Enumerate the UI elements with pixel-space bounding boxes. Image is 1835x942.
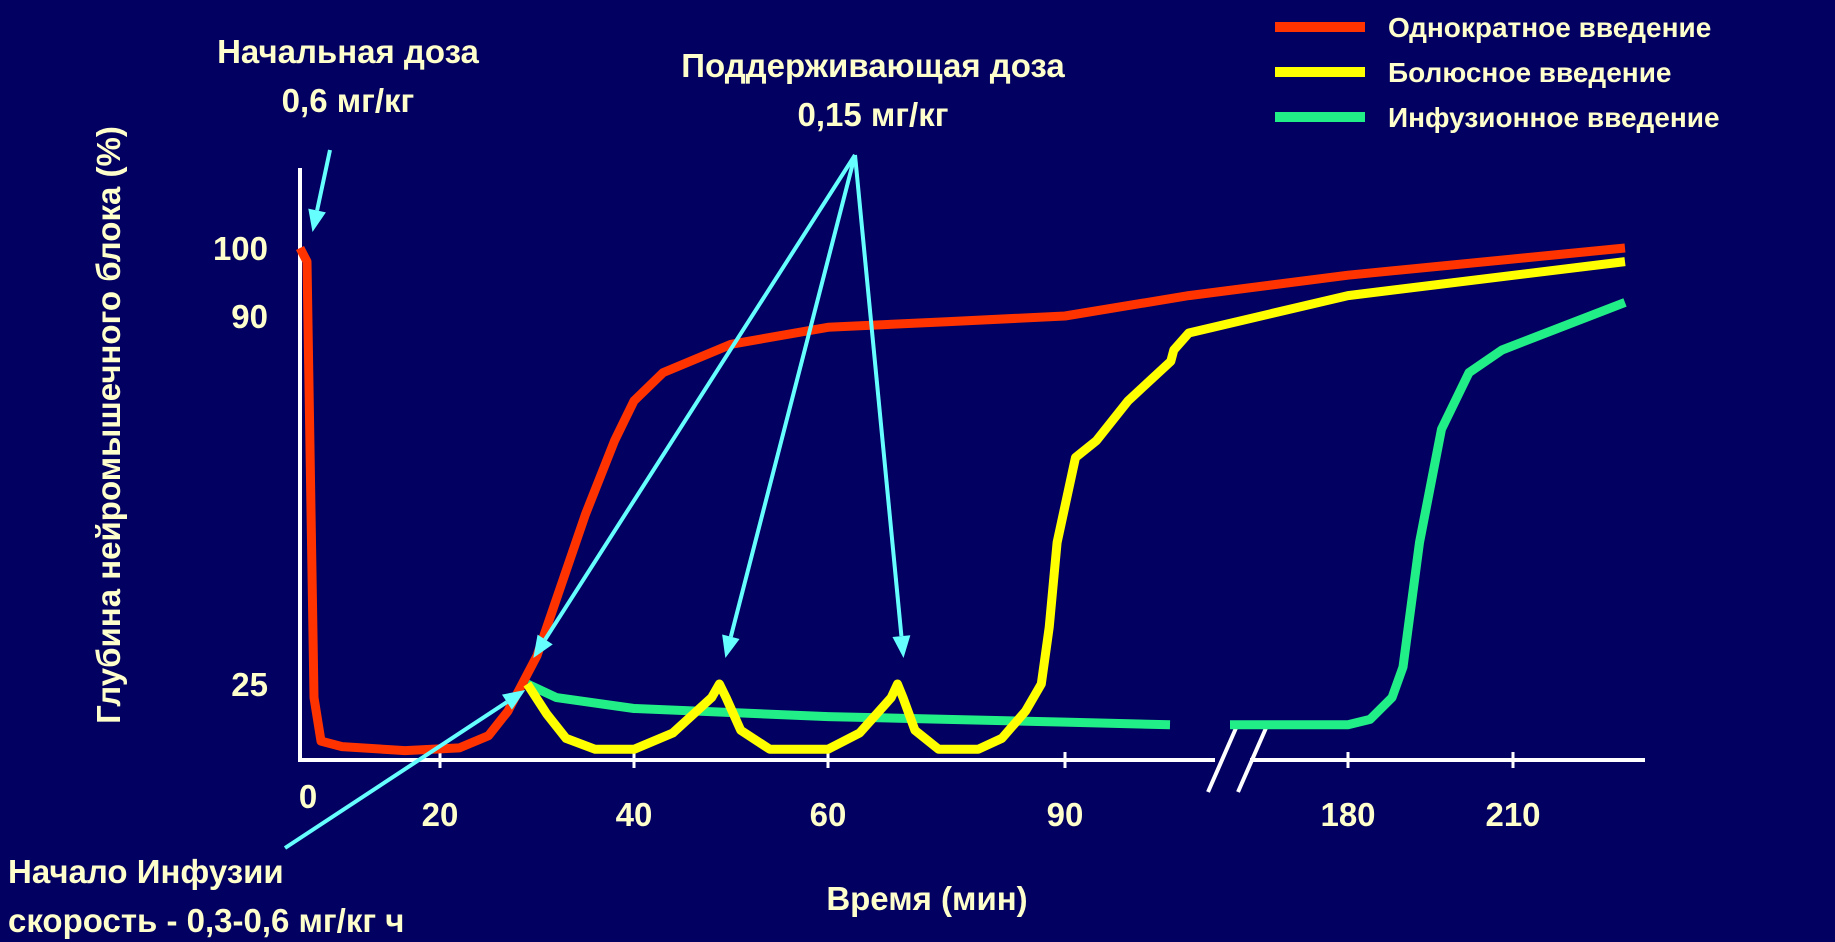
- legend-label-single: Однократное введение: [1388, 12, 1711, 43]
- arrow-maintenance-dose-3: [853, 154, 911, 658]
- y-tick-label: 90: [231, 298, 268, 335]
- series-line-single: [295, 243, 1626, 756]
- arrow-initial-dose: [308, 149, 332, 232]
- x-tick-label: 20: [422, 796, 459, 833]
- x-tick-label: 90: [1047, 796, 1084, 833]
- series-line-infusion-segment-1: [525, 679, 1171, 730]
- arrow-infusion-start: [283, 690, 526, 850]
- legend: Однократное введение Болюсное введение И…: [1275, 12, 1720, 133]
- y-tick-label: 25: [231, 666, 268, 703]
- x-axis-label: Время (мин): [826, 880, 1027, 917]
- x-tick-label: 60: [810, 796, 847, 833]
- legend-label-infusion: Инфузионное введение: [1388, 102, 1720, 133]
- annotation-initial-dose-line2: 0,6 мг/кг: [282, 82, 415, 119]
- legend-label-bolus: Болюсное введение: [1388, 57, 1671, 88]
- annotation-maintenance-dose-line1: Поддерживающая доза: [681, 47, 1065, 84]
- x-tick-label: 180: [1320, 796, 1375, 833]
- annotation-initial-dose-line1: Начальная доза: [217, 33, 479, 70]
- axis-break-mark-left: [1206, 727, 1238, 793]
- arrow-layer: [283, 149, 911, 850]
- arrow-maintenance-dose-1: [533, 153, 857, 658]
- annotation-maintenance-dose-line2: 0,15 мг/кг: [798, 96, 949, 133]
- x-tick-label: 40: [616, 796, 653, 833]
- x-tick-label: 0: [299, 778, 317, 815]
- axis-break-mark-right: [1236, 727, 1268, 793]
- annotation-infusion-start-line2: скорость - 0,3-0,6 мг/кг ч: [8, 902, 404, 939]
- series-line-bolus: [523, 257, 1626, 754]
- arrow-maintenance-dose-2: [722, 154, 857, 658]
- x-tick-label: 210: [1485, 796, 1540, 833]
- series-layer: [295, 243, 1627, 756]
- series-line-infusion-segment-2: [1230, 298, 1627, 730]
- y-axis-label: Глубина нейромышечного блока (%): [90, 126, 127, 724]
- ticks: 0 20 40 60 90 180 210 100 90 25: [213, 230, 1541, 833]
- annotation-infusion-start-line1: Начало Инфузии: [8, 853, 284, 890]
- axes: [298, 168, 1645, 793]
- y-tick-label: 100: [213, 230, 268, 267]
